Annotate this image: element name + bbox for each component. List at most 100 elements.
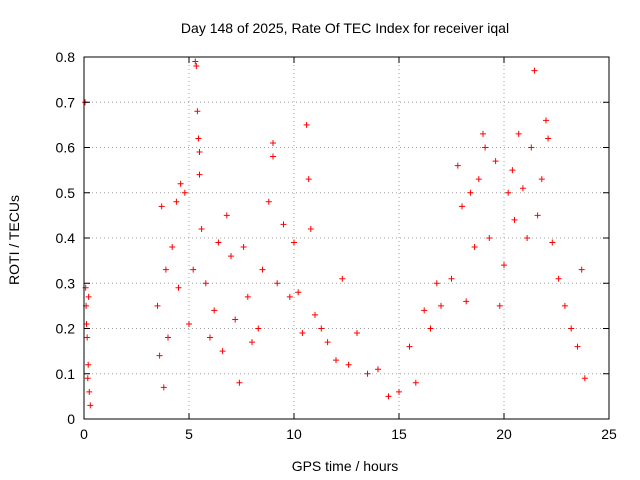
data-point [259,266,266,273]
data-point [303,121,310,128]
data-point [574,343,581,350]
data-point [492,158,499,165]
data-point [236,379,243,386]
data-point [509,167,516,174]
data-point [86,388,93,395]
data-point [84,334,91,341]
y-tick-label: 0.6 [56,140,76,156]
data-point [215,239,222,246]
x-tick-label: 25 [601,426,617,442]
data-point [528,144,535,151]
data-point [85,361,92,368]
data-point [255,325,262,332]
y-tick-label: 0 [67,411,75,427]
data-point [211,307,218,314]
data-point [438,302,444,309]
data-point [501,262,507,269]
data-point [545,135,552,142]
data-point [486,235,493,241]
data-point [156,352,163,359]
data-point [175,284,182,291]
data-point [83,320,90,327]
data-points [82,58,588,409]
chart-title: Day 148 of 2025, Rate Of TEC Index for r… [181,20,509,36]
data-point [524,235,531,241]
data-point [459,203,465,210]
data-point [232,316,239,323]
data-point [412,379,419,386]
data-point [286,293,293,300]
data-point [154,302,161,309]
data-point [345,361,352,368]
data-point [202,280,209,287]
data-point [228,253,234,260]
data-point [385,393,392,400]
data-point [249,339,255,346]
data-point [196,149,203,156]
data-point [207,334,213,341]
data-point [265,198,272,205]
data-point [333,357,339,364]
data-point [531,67,538,74]
data-point [406,343,413,350]
x-tick-label: 10 [286,426,302,442]
data-point [448,275,455,282]
x-tick-label: 5 [185,426,193,442]
data-point [318,325,325,332]
data-point [511,216,518,223]
data-point [223,212,230,219]
data-point [549,239,556,246]
data-point [421,307,428,314]
y-tick-label: 0.8 [56,49,76,65]
data-point [538,176,545,183]
data-point [270,153,276,160]
data-point [454,162,461,169]
data-point [307,225,314,232]
data-point [84,375,91,382]
data-point [219,348,226,355]
y-axis-label: ROTI / TECUs [6,195,22,285]
data-point [568,325,575,332]
data-point [169,244,176,251]
x-axis-label: GPS time / hours [292,458,399,474]
data-point [196,171,203,178]
data-point [160,384,167,391]
data-point [181,189,188,196]
x-tick-label: 15 [391,426,407,442]
axis-ticks [83,56,610,420]
data-point [270,139,276,146]
data-point [295,289,302,296]
data-point [339,275,346,282]
data-point [543,117,549,124]
data-point [193,63,200,70]
y-tick-label: 0.1 [56,366,76,382]
data-point [195,135,202,142]
data-point [198,225,205,232]
data-point [364,370,371,377]
x-tick-label: 20 [496,426,512,442]
data-point [482,144,489,151]
data-point [158,203,165,210]
data-point [480,130,486,137]
data-point [324,339,331,346]
data-point [505,189,512,196]
data-point [165,334,171,341]
y-tick-label: 0.4 [56,230,76,246]
data-point [87,402,94,409]
data-point [291,239,297,246]
data-point [280,221,287,228]
data-point [192,58,199,65]
data-point [515,130,522,137]
data-point [299,330,306,337]
data-point [312,311,318,318]
data-point [177,180,184,187]
tick-labels: 0 5 10 15 20 25 0 0.1 0.2 0.3 0.4 0.5 0.6 0.7 0.8 [56,49,617,442]
x-tick-label: 0 [80,426,88,442]
data-point [354,330,360,337]
data-point [427,325,434,332]
data-point [396,388,402,395]
data-point [463,298,470,305]
data-point [467,189,474,196]
data-point [173,198,180,205]
